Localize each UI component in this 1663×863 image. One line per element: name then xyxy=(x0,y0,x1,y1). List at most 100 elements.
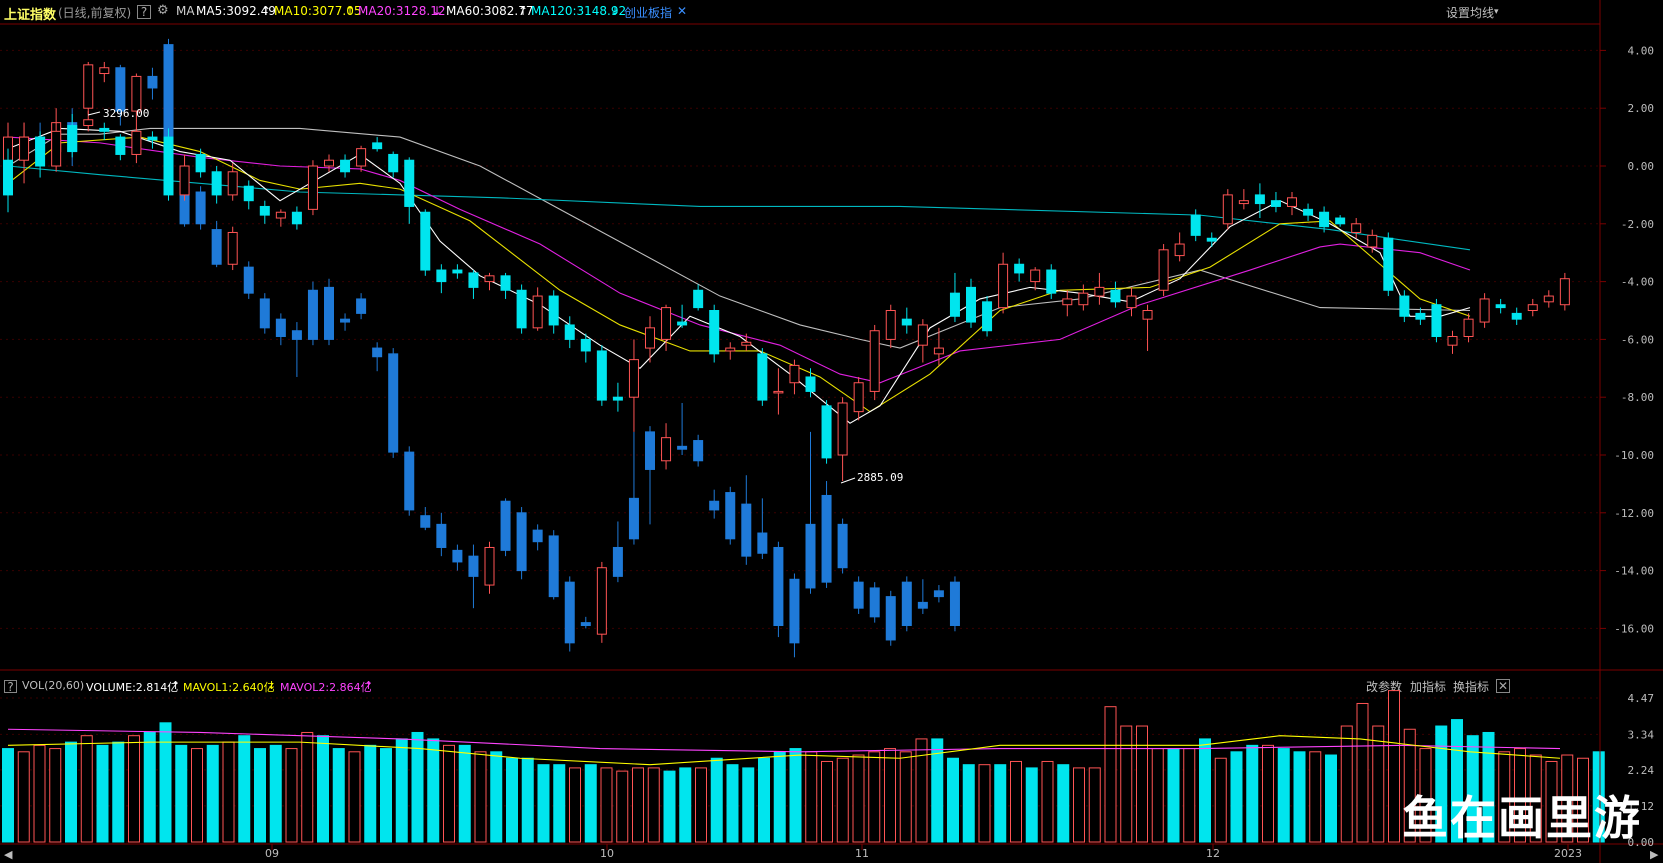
volume-bar[interactable] xyxy=(1041,760,1054,843)
compare-index-label[interactable]: 创业板指 xyxy=(624,6,673,20)
volume-bar[interactable] xyxy=(285,748,298,843)
compare-candle[interactable] xyxy=(436,523,447,548)
volume-bar[interactable] xyxy=(427,738,440,843)
chevron-down-icon[interactable]: ▾ xyxy=(1494,7,1499,17)
volume-bar[interactable] xyxy=(726,764,739,843)
volume-bar[interactable] xyxy=(506,757,518,843)
compare-candle[interactable] xyxy=(324,286,334,340)
main-candle[interactable] xyxy=(1158,249,1169,291)
main-candle[interactable] xyxy=(1270,200,1281,207)
volume-bar[interactable] xyxy=(569,767,581,843)
volume-bar[interactable] xyxy=(1403,728,1416,843)
volume-bar[interactable] xyxy=(159,722,172,843)
volume-bar[interactable] xyxy=(1325,754,1337,843)
compare-candle[interactable] xyxy=(693,440,704,462)
compare-candle[interactable] xyxy=(484,546,495,586)
compare-candle[interactable] xyxy=(259,298,270,329)
compare-candle[interactable] xyxy=(725,492,736,540)
volume-bar[interactable] xyxy=(1088,767,1101,843)
volume-bar[interactable] xyxy=(758,757,770,843)
main-candle[interactable] xyxy=(1335,217,1346,225)
main-candle[interactable] xyxy=(1399,295,1410,317)
volume-bar[interactable] xyxy=(1545,760,1558,843)
main-index-candles[interactable] xyxy=(3,111,1570,482)
compare-candle[interactable] xyxy=(661,437,672,462)
main-candle[interactable] xyxy=(596,350,607,401)
volume-bar[interactable] xyxy=(978,764,991,843)
main-candle[interactable] xyxy=(340,159,351,173)
main-candle[interactable] xyxy=(709,310,720,355)
main-candle[interactable] xyxy=(1303,208,1314,216)
main-candle[interactable] xyxy=(1287,197,1297,207)
main-candle[interactable] xyxy=(356,148,367,167)
volume-bar[interactable] xyxy=(994,764,1007,843)
main-candle[interactable] xyxy=(773,390,784,394)
main-candle[interactable] xyxy=(19,136,30,161)
main-candle[interactable] xyxy=(500,275,511,291)
main-candle[interactable] xyxy=(1142,310,1153,320)
main-candle[interactable] xyxy=(131,130,142,155)
volume-bar[interactable] xyxy=(600,767,613,843)
volume-bar[interactable] xyxy=(1010,760,1022,843)
volume-bar[interactable] xyxy=(537,764,550,843)
volume-bar[interactable] xyxy=(254,748,266,843)
main-candle[interactable] xyxy=(324,159,334,167)
main-candle[interactable] xyxy=(725,347,736,352)
volume-bar[interactable] xyxy=(742,767,755,843)
index-title[interactable]: 上证指数 xyxy=(4,8,57,23)
compare-candle[interactable] xyxy=(901,581,912,627)
volume-bar[interactable] xyxy=(1419,748,1432,843)
main-candle[interactable] xyxy=(516,289,527,329)
main-candle[interactable] xyxy=(693,289,704,309)
compare-candle[interactable] xyxy=(243,266,254,294)
compare-candle[interactable] xyxy=(195,191,206,225)
volume-bar[interactable] xyxy=(1277,748,1290,843)
main-candle[interactable] xyxy=(1447,336,1458,346)
ma-settings-button[interactable]: 设置均线 xyxy=(1446,6,1495,20)
main-candle[interactable] xyxy=(420,211,431,271)
volume-bar[interactable] xyxy=(222,741,235,843)
main-candle[interactable] xyxy=(99,127,110,132)
volume-bar[interactable] xyxy=(1167,748,1180,843)
compare-candle[interactable] xyxy=(420,515,431,528)
main-candle[interactable] xyxy=(436,269,447,283)
price-mode-label[interactable]: (日线,前复权) xyxy=(58,6,132,20)
volume-bar[interactable] xyxy=(332,748,345,843)
main-candle[interactable] xyxy=(1030,269,1041,283)
volume-bar[interactable] xyxy=(1514,748,1526,843)
volume-bar[interactable] xyxy=(931,738,944,843)
volume-bar[interactable] xyxy=(395,738,408,843)
compare-candle[interactable] xyxy=(227,231,238,265)
main-candle[interactable] xyxy=(628,359,639,398)
compare-candle[interactable] xyxy=(564,581,575,644)
main-candle[interactable] xyxy=(917,324,928,346)
volume-bar[interactable] xyxy=(616,770,629,843)
main-candle[interactable] xyxy=(1126,295,1137,309)
main-candle[interactable] xyxy=(227,171,238,196)
compare-candle[interactable] xyxy=(340,318,351,323)
volume-bar[interactable] xyxy=(206,744,219,843)
compare-candle[interactable] xyxy=(612,546,623,577)
main-candle[interactable] xyxy=(982,301,993,332)
volume-bar[interactable] xyxy=(868,751,881,843)
compare-candle[interactable] xyxy=(677,445,688,450)
main-candle[interactable] xyxy=(901,318,912,326)
main-candle[interactable] xyxy=(468,272,479,288)
volume-bar[interactable] xyxy=(695,767,707,843)
compare-candle[interactable] xyxy=(805,523,816,589)
compare-candle[interactable] xyxy=(532,529,543,543)
help-icon[interactable]: ? xyxy=(137,5,151,19)
compare-candle[interactable] xyxy=(548,535,559,598)
compare-candle[interactable] xyxy=(773,546,784,627)
scroll-right-icon[interactable]: ▶ xyxy=(1650,848,1659,861)
main-candle[interactable] xyxy=(837,402,848,456)
main-candle[interactable] xyxy=(1367,234,1378,248)
main-candle[interactable] xyxy=(661,307,672,340)
add-indicator-button[interactable]: 加指标 xyxy=(1410,680,1447,694)
compare-candle[interactable] xyxy=(885,596,896,641)
main-candle[interactable] xyxy=(677,321,688,326)
close-compare-icon[interactable]: ✕ xyxy=(677,4,688,18)
main-candle[interactable] xyxy=(805,376,816,392)
main-candle[interactable] xyxy=(115,136,126,155)
compare-candle[interactable] xyxy=(115,67,126,112)
